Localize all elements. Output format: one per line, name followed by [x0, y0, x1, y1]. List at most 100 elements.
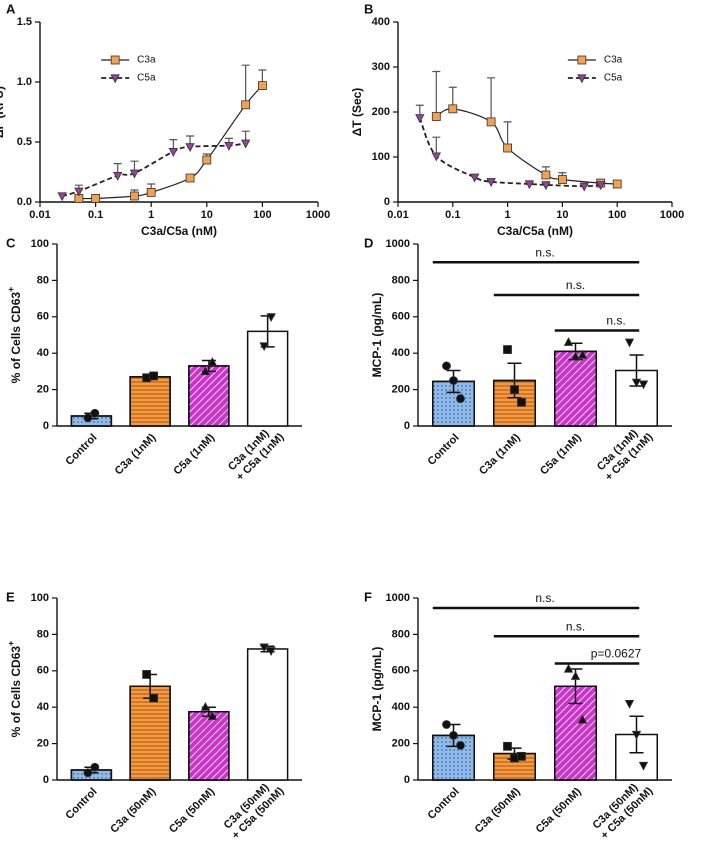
- x-tick-label: 0.1: [88, 209, 103, 221]
- y-tick-label: 1.0: [17, 76, 32, 88]
- replicate-point: [577, 349, 588, 359]
- replicate-point: [577, 714, 588, 724]
- replicate-point: [90, 408, 100, 418]
- replicate-point: [259, 643, 269, 653]
- bar-hatch: [188, 365, 230, 427]
- replicate-point: [200, 701, 211, 711]
- x-tick-label: C5a (50nM): [534, 785, 584, 835]
- y-tick-label: 400: [392, 347, 410, 359]
- significance-label: p=0.0627: [591, 647, 642, 661]
- x-tick-label: Control: [426, 432, 462, 468]
- replicate-point: [449, 376, 458, 385]
- data-point: [241, 139, 251, 149]
- data-point: [202, 155, 212, 165]
- y-tick-label: 100: [372, 151, 390, 163]
- replicate-point: [570, 671, 581, 680]
- panel-label: A: [6, 1, 16, 16]
- y-axis-title-sup: +: [6, 641, 16, 646]
- error-bar: [241, 64, 250, 105]
- x-tick-label: Control: [63, 786, 99, 822]
- legend-marker: [110, 74, 120, 84]
- y-tick-label: 300: [372, 61, 390, 73]
- y-tick-label: 0: [384, 196, 390, 208]
- y-tick-label: 100: [31, 592, 49, 604]
- replicate-point: [142, 670, 152, 679]
- data-point: [113, 172, 123, 181]
- bar-hatch: [554, 350, 597, 427]
- legend-marker: [577, 55, 587, 65]
- y-axis-title: % of Cells CD63+: [6, 287, 23, 384]
- y-tick-label: 60: [37, 665, 49, 677]
- x-tick-label: C3a (50nM)+ C5a (50nM): [589, 776, 655, 841]
- data-point: [469, 173, 480, 183]
- data-point: [57, 192, 67, 202]
- replicate-point: [631, 378, 642, 388]
- significance-label: n.s.: [535, 245, 554, 259]
- replicate-point: [266, 647, 276, 657]
- y-tick-label: 80: [37, 274, 49, 286]
- y-tick-label: 200: [372, 106, 390, 118]
- x-tick-label: 100: [608, 209, 626, 221]
- data-point: [91, 193, 100, 203]
- replicate-point: [638, 380, 649, 390]
- replicate-point: [149, 371, 159, 381]
- y-tick-label: 600: [392, 311, 410, 323]
- y-tick-label: 20: [37, 384, 49, 396]
- replicate-point: [624, 699, 635, 709]
- y-tick-label: 400: [372, 16, 390, 28]
- data-point: [431, 152, 441, 162]
- data-point: [486, 178, 496, 188]
- data-point: [146, 187, 156, 197]
- y-axis-title-text: ΔF (RFU): [0, 86, 6, 138]
- replicate-point: [631, 730, 642, 740]
- y-axis-title: MCP-1 (pg/mL): [370, 293, 384, 378]
- y-tick-label: 1.5: [17, 16, 32, 28]
- data-point: [241, 100, 251, 110]
- significance-label: n.s.: [606, 314, 625, 328]
- x-tick-label: C5a (50nM): [167, 785, 217, 835]
- legend-label: C3a: [137, 55, 156, 66]
- y-tick-label: 40: [37, 701, 49, 713]
- replicate-point: [90, 762, 100, 772]
- y-axis-title-text: MCP-1 (pg/mL): [370, 647, 384, 732]
- data-point: [130, 191, 139, 201]
- y-axis-title-text: % of Cells CD63: [9, 292, 23, 384]
- data-point: [448, 104, 458, 114]
- legend-label: C3a: [604, 55, 623, 66]
- y-tick-label: 0: [43, 420, 49, 432]
- y-tick-label: 800: [392, 274, 410, 286]
- replicate-point: [200, 366, 211, 375]
- replicate-point: [149, 693, 159, 703]
- data-point: [486, 117, 496, 127]
- data-point: [129, 169, 140, 179]
- y-tick-label: 200: [392, 738, 410, 750]
- data-point: [74, 187, 84, 197]
- replicate-point: [638, 761, 649, 771]
- x-axis-title: C3a/C5a (nM): [497, 224, 573, 238]
- x-tick-label: C3a (1nM)+ C5a (1nM): [225, 422, 287, 484]
- y-tick-label: 40: [37, 347, 49, 359]
- data-point: [185, 173, 195, 183]
- y-tick-label: 600: [392, 665, 410, 677]
- error-bar: [487, 77, 496, 122]
- replicate-point: [563, 663, 574, 673]
- x-tick-label: 10: [556, 209, 568, 221]
- x-tick-label: C5a (1nM): [538, 431, 584, 477]
- x-tick-label: C3a (50nM)+ C5a (50nM): [221, 776, 287, 841]
- x-tick-label: 1000: [660, 209, 684, 221]
- x-tick-label: Control: [426, 786, 462, 822]
- panel-label: D: [364, 235, 373, 250]
- x-tick-label: 100: [253, 209, 271, 221]
- x-tick-label: C3a (50nM): [473, 785, 523, 835]
- data-point: [541, 181, 551, 191]
- bar-hatch: [129, 376, 171, 427]
- y-tick-label: 1000: [386, 238, 410, 250]
- panel-label: F: [364, 589, 372, 604]
- legend-marker: [110, 55, 120, 65]
- x-axis-title: C3a/C5a (nM): [141, 224, 217, 238]
- y-axis-title: ΔT (Sec): [350, 88, 364, 137]
- y-axis-title: ΔF (RFU): [0, 86, 6, 138]
- x-tick-label: C5a (1nM): [171, 431, 217, 477]
- replicate-point: [503, 741, 512, 751]
